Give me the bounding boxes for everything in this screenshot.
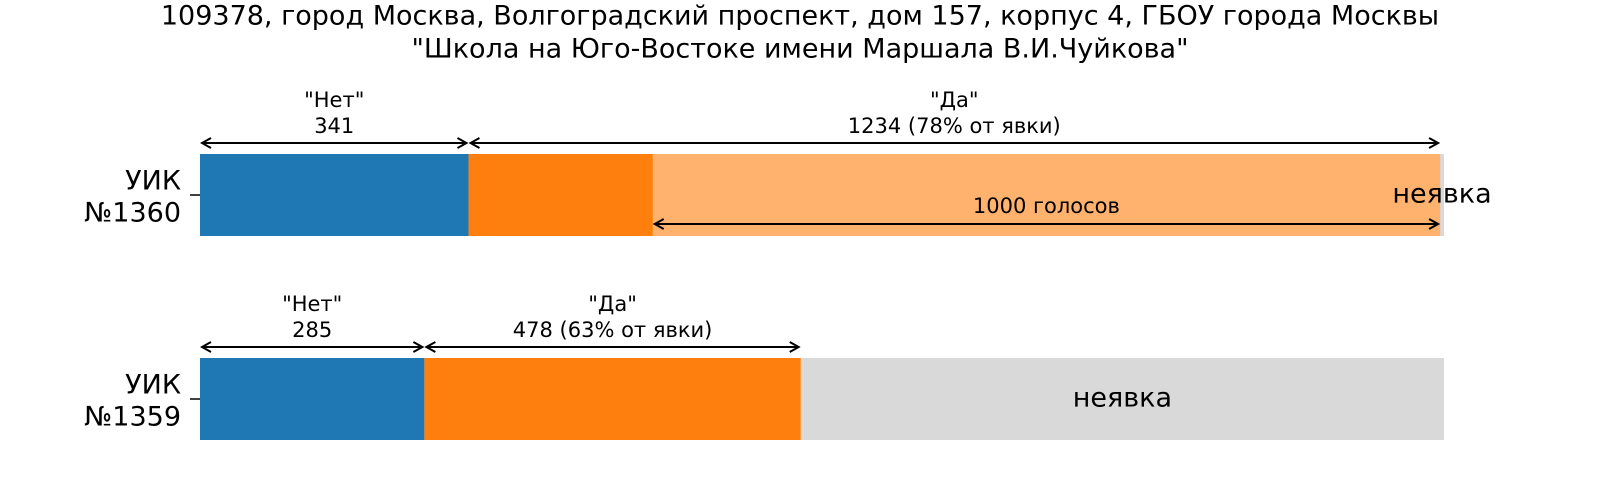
no-label: "Нет" <box>304 88 364 112</box>
no-label: 285 <box>292 318 332 342</box>
chart-title-line: "Школа на Юго-Востоке имени Маршала В.И.… <box>411 34 1188 65</box>
bar-row: 1000 голосов неявка "Нет"341 "Да"1234 (78% … <box>84 88 1492 236</box>
chart-title: 109378, город Москва, Волгоградский прос… <box>161 1 1439 65</box>
no-label: "Нет" <box>282 292 342 316</box>
yes-label: 1234 (78% от явки) <box>848 114 1061 138</box>
yes-label: 478 (63% от явки) <box>513 318 713 342</box>
bar-absent <box>1440 154 1444 236</box>
yes-label: "Да" <box>930 88 979 112</box>
absent-label: неявка <box>1392 179 1491 210</box>
bar-no <box>200 358 425 440</box>
y-tick-label: №1360 <box>84 198 181 229</box>
y-tick-label: УИК <box>125 166 181 197</box>
bar-no <box>200 154 469 236</box>
highlight-label: 1000 голосов <box>973 194 1120 218</box>
yes-label: "Да" <box>588 292 637 316</box>
bar-row: неявка "Нет"285 "Да"478 (63% от явки) УИК№1… <box>84 292 1444 440</box>
no-label: 341 <box>314 114 354 138</box>
bar-yes <box>424 358 801 440</box>
y-tick-label: УИК <box>125 370 181 401</box>
chart-title-line: 109378, город Москва, Волгоградский прос… <box>161 1 1439 32</box>
bar-absent <box>800 358 1444 440</box>
chart-rows: 1000 голосов неявка"Нет"341"Да"1234 (78% … <box>84 88 1492 440</box>
absent-label: неявка <box>1073 383 1172 414</box>
y-tick-label: №1359 <box>84 402 181 433</box>
